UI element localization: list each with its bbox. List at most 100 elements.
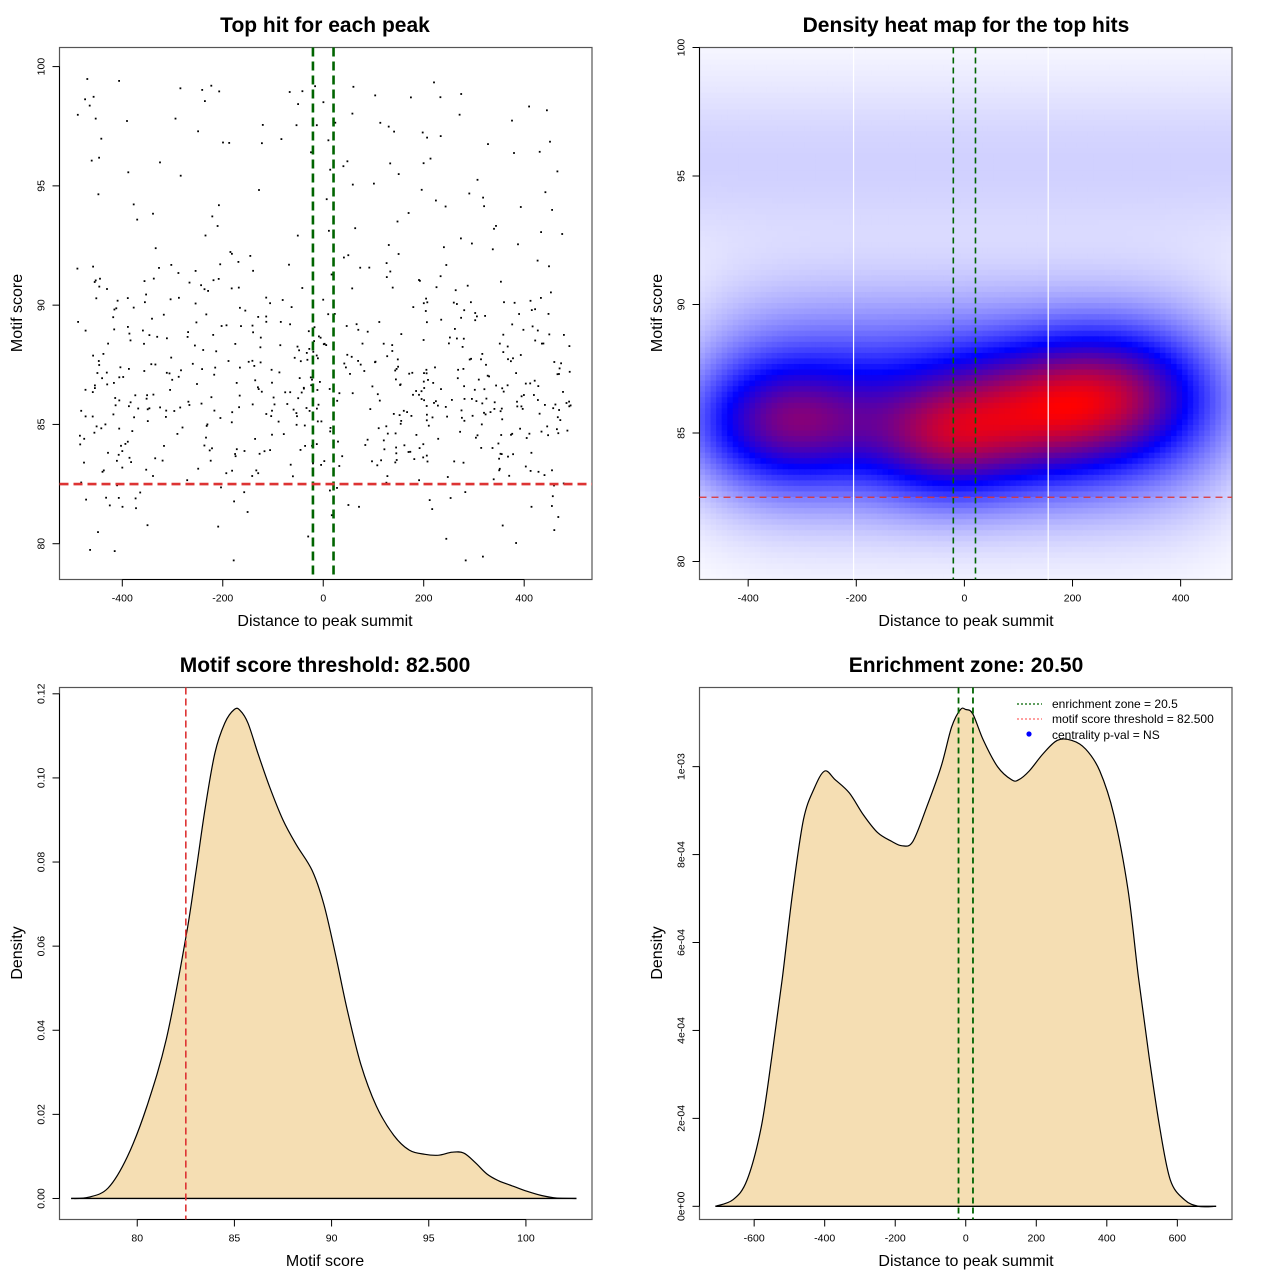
heatmap-cell (1082, 568, 1089, 575)
heatmap-cell (743, 562, 751, 570)
heatmap-cell (760, 562, 767, 570)
heatmap-cell (705, 573, 712, 580)
heatmap-cell (777, 374, 784, 381)
heatmap-cell (1104, 457, 1111, 464)
heatmap-cell (1143, 540, 1150, 547)
heatmap-cell (843, 424, 850, 431)
heatmap-cell (1021, 402, 1028, 409)
heatmap-cell (788, 446, 795, 453)
heatmap-cell (932, 479, 939, 486)
heatmap-cell (1121, 474, 1128, 481)
heatmap-cell (721, 435, 728, 442)
heatmap-cell (1060, 446, 1067, 453)
heatmap-cell (960, 335, 967, 342)
heatmap-cell (899, 396, 906, 403)
heatmap-cell (766, 540, 773, 547)
heatmap-cell (1043, 341, 1050, 348)
heatmap-cell (710, 435, 717, 442)
heatmap-cell (926, 363, 934, 370)
heatmap-cell (954, 335, 961, 342)
heatmap-cell (921, 413, 928, 420)
scatter-point (551, 505, 553, 507)
heatmap-cell (1026, 546, 1033, 553)
heatmap-cell (832, 357, 839, 364)
heatmap-cell (854, 363, 861, 370)
heatmap-cell (810, 562, 817, 570)
heatmap-cell (915, 507, 922, 514)
heatmap-cell (915, 446, 922, 453)
heatmap-cell (1137, 452, 1144, 459)
scatter-point (165, 371, 168, 374)
heatmap-cell (1071, 496, 1078, 503)
heatmap-cell (1159, 507, 1167, 514)
heatmap-cell (1121, 518, 1128, 525)
heatmap-cell (1126, 418, 1133, 425)
scatter-point (338, 465, 341, 467)
scatter-point (462, 461, 465, 464)
heatmap-cell (1087, 335, 1094, 342)
heatmap-cell (743, 457, 751, 464)
heatmap-cell (1082, 346, 1089, 353)
scatter-point (351, 392, 354, 395)
heatmap-cell (727, 501, 734, 509)
heatmap-cell (710, 557, 717, 564)
scatter-point (397, 253, 400, 255)
heatmap-cell (710, 357, 717, 364)
heatmap-cell (904, 402, 911, 409)
heatmap-cell (993, 352, 1000, 359)
heatmap-cell (982, 357, 989, 364)
heatmap-cell (743, 368, 751, 376)
heatmap-cell (815, 524, 823, 531)
scatter-point (101, 470, 104, 473)
heatmap-cell (1182, 479, 1189, 486)
heatmap-cell (1032, 479, 1039, 486)
heatmap-cell (721, 513, 728, 520)
heatmap-cell (1082, 562, 1089, 570)
heatmap-cell (782, 535, 789, 542)
scatter-point (112, 413, 115, 416)
heatmap-cell (971, 435, 978, 442)
heatmap-cell (910, 440, 917, 448)
heatmap-cell (1226, 485, 1232, 492)
heatmap-cell (1132, 518, 1139, 525)
heatmap-cell (1132, 540, 1139, 547)
heatmap-cell (1143, 452, 1150, 459)
heatmap-cell (699, 468, 706, 475)
heatmap-cell (754, 557, 762, 564)
heatmap-cell (1043, 568, 1050, 575)
heatmap-cell (1121, 396, 1128, 403)
scatter-point (329, 427, 332, 429)
heatmap-cell (860, 479, 867, 486)
heatmap-cell (1165, 341, 1172, 348)
scatter-point (512, 357, 514, 360)
heatmap-cell (810, 463, 817, 470)
heatmap-cell (782, 524, 789, 531)
heatmap-cell (838, 435, 845, 442)
heatmap-cell (1121, 507, 1128, 514)
heatmap-cell (899, 468, 906, 475)
scatter-point (463, 385, 465, 388)
scatter-point (542, 342, 545, 345)
heatmap-cell (1182, 374, 1189, 381)
scatter-point (165, 409, 168, 412)
scatter-point (228, 142, 231, 144)
heatmap-cell (949, 341, 956, 348)
heatmap-cell (938, 385, 945, 392)
heatmap-cell (766, 380, 773, 387)
heatmap-cell (860, 380, 867, 387)
heatmap-cell (793, 474, 800, 481)
heatmap-cell (710, 568, 717, 575)
heatmap-cell (943, 368, 950, 376)
heatmap-cell (1109, 418, 1117, 425)
scatter-point (425, 454, 428, 457)
heatmap-cell (893, 396, 900, 403)
heatmap-cell (877, 357, 884, 364)
heatmap-cell (1148, 446, 1155, 453)
scatter-point (96, 372, 99, 374)
heatmap-cell (1032, 407, 1039, 414)
heatmap-cell (1159, 396, 1167, 403)
heatmap-cell (804, 429, 812, 437)
heatmap-cell (860, 513, 867, 520)
heatmap-cell (849, 490, 856, 497)
scatter-point (203, 288, 206, 291)
